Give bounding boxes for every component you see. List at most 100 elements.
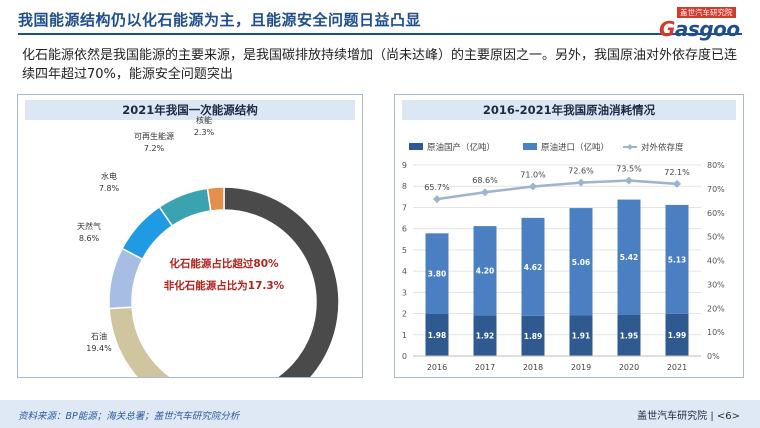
y-left-tick: 8	[402, 182, 407, 191]
bar-domestic-label: 1.99	[668, 331, 687, 340]
slice-name-1: 石油	[91, 331, 107, 341]
y-left-tick: 0	[402, 352, 407, 361]
bar-import-2021	[665, 204, 689, 314]
y-left-tick: 7	[402, 203, 407, 212]
y-right-tick: 40%	[707, 257, 725, 266]
y-left-tick: 3	[402, 288, 407, 297]
energy-donut-chart: 煤炭54.7%石油19.4%天然气8.6%水电7.8%可再生能源7.2%核能2.…	[77, 115, 362, 377]
dependency-label: 73.5%	[616, 165, 642, 174]
bar-domestic-label: 1.98	[428, 331, 447, 340]
logo-letter-g: G	[659, 17, 675, 41]
bar-import-label: 4.20	[476, 267, 495, 276]
energy-structure-panel: 2021年我国一次能源结构 煤炭54.7%石油19.4%天然气8.6%水电7.8…	[17, 94, 363, 378]
intro-paragraph: 化石能源依然是我国能源的主要来源，是我国碳排放持续增加（尚未达峰）的主要原因之一…	[22, 48, 738, 82]
source-note: 资料来源：BP能源；海关总署；盖世汽车研究院分析	[18, 411, 240, 422]
bar-import-label: 4.62	[524, 263, 543, 272]
donut-annotation-1: 非化石能源占比为17.3%	[164, 279, 285, 292]
bar-domestic-label: 1.92	[476, 332, 495, 341]
y-right-tick: 60%	[707, 209, 725, 218]
footer-org: 盖世汽车研究院	[637, 411, 708, 422]
slice-value-1: 19.4%	[86, 344, 112, 353]
donut-slice-5	[206, 186, 225, 212]
title-divider	[18, 33, 742, 35]
dependency-label: 65.7%	[424, 183, 450, 192]
donut-annotation-0: 化石能源占比超过80%	[169, 257, 279, 270]
bar-import-label: 5.06	[572, 258, 591, 267]
slice-value-5: 2.3%	[194, 128, 215, 137]
bar-import-2018	[521, 217, 545, 316]
slice-name-5: 核能	[196, 115, 212, 125]
slice-value-2: 8.6%	[79, 234, 100, 243]
x-tick-label: 2019	[571, 363, 591, 372]
bar-domestic-2018	[521, 315, 545, 356]
crude-oil-bar-chart: 原油国产（亿吨） 原油进口（亿吨） 对外依存度 0 1 2 3 4 5 6 7 8 9 0% 10% 20% 3…	[402, 142, 725, 372]
x-tick-label: 2017	[475, 363, 495, 372]
footer-bar: 资料来源：BP能源；海关总署；盖世汽车研究院分析 盖世汽车研究院 | <6>	[0, 400, 760, 428]
y-right-tick: 30%	[707, 280, 725, 289]
bar-domestic-2021	[665, 313, 689, 356]
y-left-tick: 1	[402, 331, 407, 340]
bar-domestic-2017	[473, 315, 497, 356]
dependency-label: 72.6%	[568, 167, 594, 176]
x-tick-label: 2016	[427, 363, 447, 372]
bar-domestic-2019	[569, 315, 593, 356]
legend-swatch-0	[409, 143, 423, 150]
dependency-point	[577, 178, 585, 187]
x-tick-label: 2018	[523, 363, 543, 372]
bar-import-label: 5.42	[620, 253, 639, 262]
y-left-tick: 5	[402, 246, 407, 255]
dependency-label: 71.0%	[520, 170, 546, 179]
bar-import-2020	[617, 199, 641, 315]
bar-import-2017	[473, 226, 497, 316]
legend-label-2: 对外依存度	[641, 142, 684, 153]
slice-name-2: 天然气	[77, 221, 101, 231]
dependency-point	[673, 179, 681, 188]
slice-value-0: 54.7%	[361, 366, 362, 375]
x-tick-label: 2020	[619, 363, 639, 372]
y-right-tick: 20%	[707, 304, 725, 313]
dependency-point	[481, 188, 489, 197]
legend-marker-2	[627, 144, 633, 150]
bar-domestic-label: 1.95	[620, 331, 639, 340]
y-left-tick: 9	[402, 161, 407, 170]
footer-right: 盖世汽车研究院 | <6>	[637, 407, 740, 422]
bar-domestic-label: 1.91	[572, 332, 591, 341]
slice-value-3: 7.8%	[99, 184, 120, 193]
donut-chart-title: 2021年我国一次能源结构	[25, 100, 355, 120]
dependency-label: 72.1%	[664, 168, 690, 177]
footer-separator: |	[710, 411, 717, 422]
crude-oil-panel: 2016-2021年我国原油消耗情况 原油国产（亿吨） 原油进口（亿吨） 对外依存度…	[394, 94, 744, 378]
dependency-point	[625, 176, 633, 185]
x-tick-label: 2021	[667, 363, 687, 372]
legend-label-1: 原油进口（亿吨）	[541, 142, 609, 153]
logo-wordmark: Gasgoo	[659, 17, 740, 41]
bar-domestic-label: 1.89	[524, 332, 543, 341]
donut-slice-2	[108, 247, 144, 310]
donut-slice-0	[223, 186, 340, 377]
dependency-line	[436, 179, 678, 201]
legend-label-0: 原油国产（亿吨）	[427, 142, 495, 153]
y-left-tick: 2	[402, 310, 407, 319]
y-right-tick: 10%	[707, 328, 725, 337]
legend-swatch-1	[523, 143, 537, 150]
y-right-tick: 50%	[707, 233, 725, 242]
slice-name-3: 水电	[101, 171, 117, 181]
dependency-point	[433, 195, 441, 204]
logo-letters: asgoo	[674, 17, 740, 41]
slice-name-4: 可再生能源	[134, 131, 174, 141]
dependency-label: 68.6%	[472, 176, 498, 185]
bar-domestic-2016	[425, 313, 449, 356]
bar-import-2019	[569, 208, 593, 316]
bar-import-2016	[425, 233, 449, 314]
y-left-tick: 6	[402, 225, 407, 234]
donut-slice-1	[108, 306, 173, 377]
slice-value-4: 7.2%	[144, 144, 165, 153]
bar-import-label: 3.80	[428, 270, 447, 279]
y-left-tick: 4	[402, 267, 407, 276]
page-number: <6>	[716, 411, 740, 422]
y-right-tick: 0%	[707, 352, 720, 361]
page-title: 我国能源结构仍以化石能源为主，且能源安全问题日益凸显	[18, 11, 422, 29]
bar-domestic-2020	[617, 314, 641, 356]
y-right-tick: 70%	[707, 185, 725, 194]
bar-chart-title: 2016-2021年我国原油消耗情况	[402, 100, 736, 120]
